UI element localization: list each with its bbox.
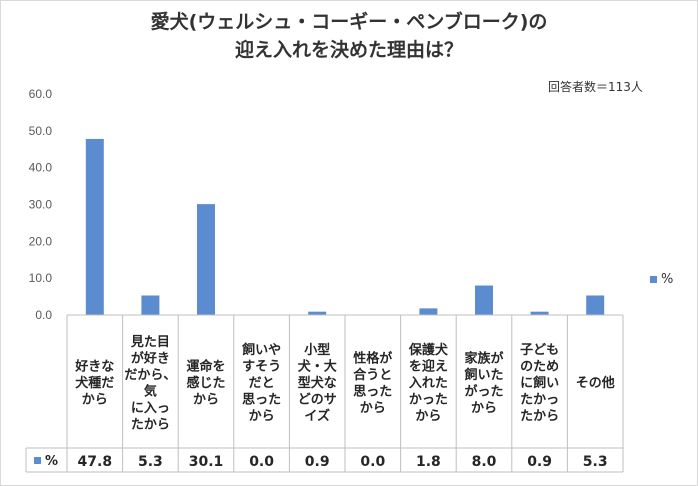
bar bbox=[586, 295, 605, 315]
category-label: 小型犬・大型犬などのサイズ bbox=[298, 342, 337, 424]
table-legend-swatch bbox=[34, 457, 41, 464]
legend: % bbox=[650, 272, 673, 287]
table-legend-label: % bbox=[45, 454, 58, 469]
data-value-label: 5.3 bbox=[583, 454, 608, 470]
y-tick-label: 50.0 bbox=[29, 124, 53, 138]
chart-title-line-1: 愛犬(ウェルシュ・コーギー・ペンブローク)の bbox=[150, 11, 548, 33]
category-label: 運命を感じたから bbox=[186, 359, 225, 408]
y-tick-label: 0.0 bbox=[35, 308, 52, 322]
category-label: 見た目が好きだから、気に入ったから bbox=[124, 335, 176, 433]
respondent-count-note: 回答者数＝113人 bbox=[548, 80, 643, 94]
data-value-label: 1.8 bbox=[416, 454, 441, 470]
data-value-label: 47.8 bbox=[78, 454, 113, 470]
category-label: 飼いやすそうだと思ったから bbox=[241, 342, 281, 424]
data-value-label: 8.0 bbox=[472, 454, 497, 470]
data-value-label: 5.3 bbox=[138, 454, 163, 470]
category-label: その他 bbox=[576, 375, 615, 391]
data-value-label: 30.1 bbox=[189, 454, 224, 470]
bar bbox=[197, 204, 215, 315]
data-value-label: 0.0 bbox=[360, 454, 385, 470]
bar bbox=[308, 311, 327, 315]
category-label: 子どものために飼いたかったから bbox=[520, 343, 559, 424]
y-tick-label: 40.0 bbox=[29, 161, 53, 175]
bar bbox=[141, 295, 160, 315]
bar bbox=[530, 311, 549, 315]
y-tick-label: 10.0 bbox=[29, 271, 53, 285]
category-label: 家族が飼いたがったから bbox=[463, 350, 503, 416]
bar bbox=[85, 138, 104, 315]
data-value-label: 0.0 bbox=[249, 454, 274, 470]
y-tick-label: 30.0 bbox=[29, 198, 53, 212]
y-tick-label: 20.0 bbox=[29, 234, 53, 248]
data-value-label: 0.9 bbox=[305, 454, 330, 470]
bar bbox=[475, 285, 493, 315]
y-tick-label: 60.0 bbox=[29, 87, 53, 101]
chart-title-line-2: 迎え入れを決めた理由は？ bbox=[234, 39, 463, 61]
category-label: 性格が合うと思ったから bbox=[353, 350, 392, 416]
category-label: 好きな犬種だから bbox=[74, 359, 114, 408]
legend-swatch bbox=[650, 276, 657, 283]
legend-label: % bbox=[661, 272, 674, 287]
category-label: 保護犬を迎え入れたかったから bbox=[408, 342, 449, 424]
data-value-label: 0.9 bbox=[527, 454, 552, 470]
chart-title: 愛犬(ウェルシュ・コーギー・ペンブローク)の 迎え入れを決めた理由は？ bbox=[0, 8, 698, 64]
bar bbox=[419, 308, 438, 315]
